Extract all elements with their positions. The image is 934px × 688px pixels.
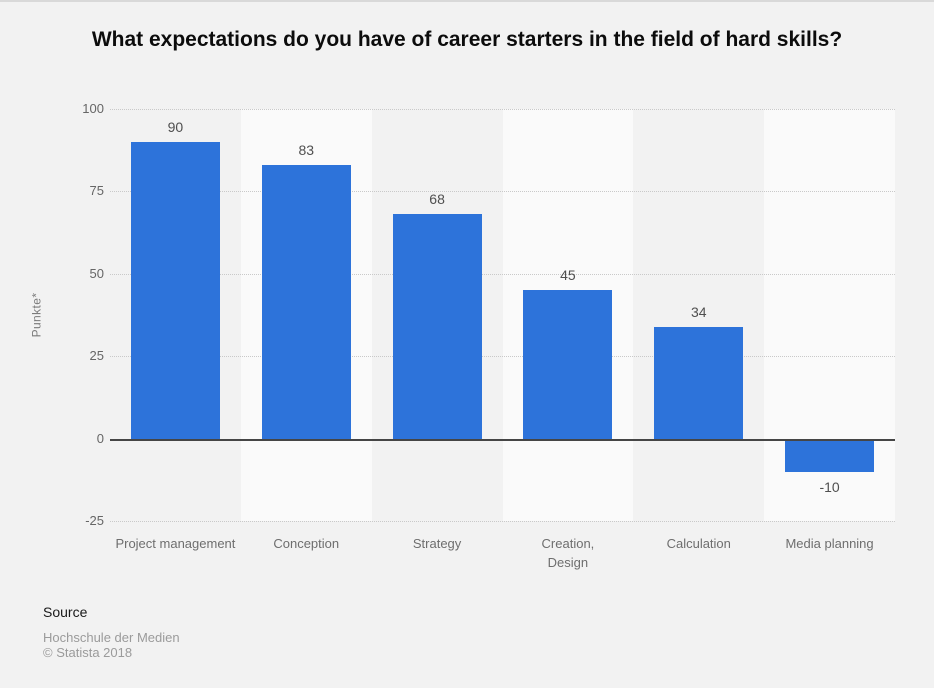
gridline bbox=[110, 109, 895, 110]
category-label: Conception bbox=[273, 536, 340, 551]
category-label: Calculation bbox=[666, 536, 731, 551]
y-tick-label: -25 bbox=[85, 513, 104, 528]
bar bbox=[130, 141, 220, 439]
value-label: 45 bbox=[560, 267, 576, 284]
y-tick-label: 100 bbox=[82, 101, 104, 116]
y-tick-label: 25 bbox=[89, 348, 104, 364]
y-tick-label: 75 bbox=[89, 183, 104, 199]
gridline bbox=[110, 273, 895, 275]
bar bbox=[785, 438, 875, 472]
column-band bbox=[633, 109, 765, 521]
gridline bbox=[110, 521, 895, 522]
bar bbox=[392, 214, 482, 439]
value-label: 83 bbox=[298, 142, 315, 159]
value-label: -10 bbox=[819, 478, 840, 495]
y-tick-label: 0 bbox=[96, 430, 104, 446]
bar bbox=[654, 326, 744, 439]
category-label: Media planning bbox=[785, 536, 874, 551]
gridline bbox=[110, 191, 895, 193]
bar bbox=[261, 165, 351, 439]
category-label: Creation, Design bbox=[541, 536, 595, 570]
category-label: Strategy bbox=[412, 536, 462, 551]
value-label: 90 bbox=[167, 118, 184, 135]
zero-baseline bbox=[110, 438, 895, 441]
value-label: 34 bbox=[690, 303, 707, 320]
source-name: Hochschule der Medien bbox=[43, 630, 180, 645]
y-axis-ticks: 100 75 50 25 0 -25 bbox=[30, 101, 104, 528]
gridline bbox=[110, 356, 895, 358]
category-label: Project management bbox=[115, 536, 236, 551]
bar bbox=[523, 290, 613, 439]
footer: Source Hochschule der Medien © Statista … bbox=[43, 604, 180, 660]
y-tick-label: 50 bbox=[89, 265, 104, 281]
value-label: 68 bbox=[429, 191, 445, 208]
source-label: Source bbox=[43, 604, 88, 620]
x-axis-labels: Project management Conception Strategy Crea… bbox=[110, 534, 895, 580]
copyright-notice: © Statista 2018 bbox=[43, 645, 133, 660]
chart-title: What expectations do you have of career … bbox=[91, 28, 843, 51]
plot-area: 90 83 68 45 34 -10 bbox=[110, 109, 895, 522]
